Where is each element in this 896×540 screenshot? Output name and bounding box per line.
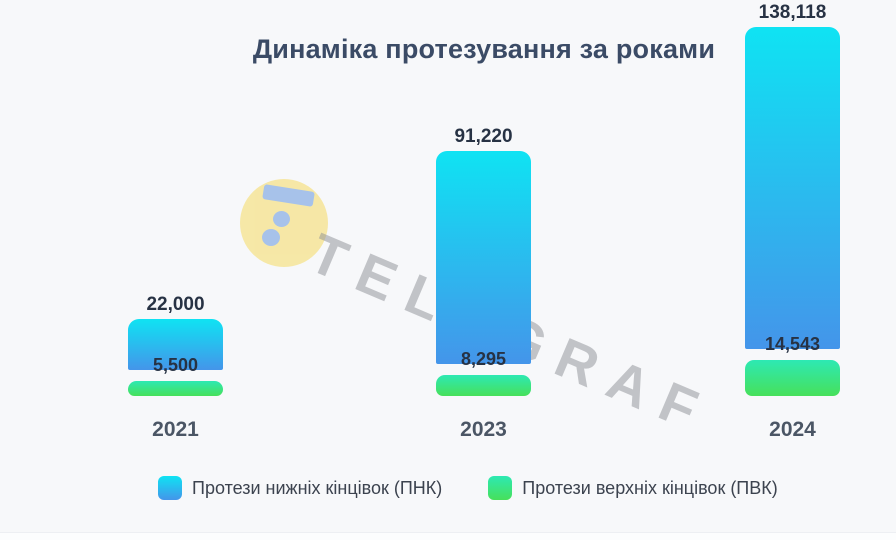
- bar-group-2024: 138,118 14,543 2024: [745, 0, 840, 441]
- pvk-bar: [128, 381, 223, 396]
- pvk-value-label: 5,500: [152, 355, 199, 375]
- pvk-value-label: 14,543: [764, 334, 821, 354]
- pnk-swatch-icon: [158, 476, 182, 500]
- pnk-value-label: 91,220: [454, 126, 513, 147]
- pnk-value-label: 138,118: [758, 2, 827, 23]
- bar-group-2021: 22,000 5,500 2021: [128, 0, 223, 441]
- logo-dot-icon: [262, 229, 280, 246]
- pnk-bar: [128, 319, 223, 370]
- pnk-bar: [436, 151, 531, 364]
- year-label: 2023: [460, 418, 507, 441]
- year-label: 2024: [769, 418, 816, 441]
- bottom-edge: [0, 532, 896, 540]
- legend-item-pnk: Протези нижніх кінцівок (ПНК): [158, 476, 442, 500]
- legend-label: Протези верхніх кінцівок (ПВК): [522, 478, 778, 498]
- pvk-value-label: 8,295: [460, 349, 507, 369]
- chart-title: Динаміка протезування за роками: [252, 34, 716, 64]
- logo-bar-shape: [262, 184, 315, 207]
- telegraf-logo-icon: [240, 179, 328, 267]
- logo-dot-icon: [273, 211, 290, 227]
- pvk-swatch-icon: [488, 476, 513, 500]
- year-label: 2021: [152, 418, 199, 441]
- pvk-bar: [436, 375, 531, 396]
- pvk-bar: [745, 360, 840, 396]
- bar-group-2023: 91,220 8,295 2023: [436, 0, 531, 441]
- pnk-value-label: 22,000: [146, 294, 205, 315]
- legend: Протези нижніх кінцівок (ПНК) Протези ве…: [158, 476, 778, 500]
- legend-item-pvk: Протези верхніх кінцівок (ПВК): [488, 476, 778, 500]
- legend-label: Протези нижніх кінцівок (ПНК): [192, 478, 443, 498]
- pnk-bar: [745, 27, 840, 349]
